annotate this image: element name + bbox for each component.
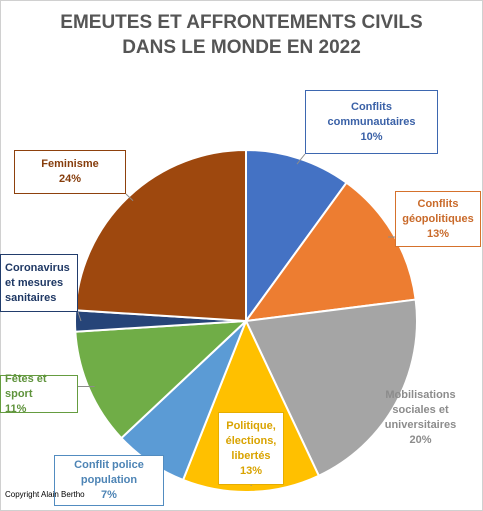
slice-label-line: Conflit police — [74, 459, 144, 471]
leader-line-0 — [296, 153, 306, 165]
slice-percentage: 20% — [409, 434, 432, 446]
chart-title: EMEUTES ET AFFRONTEMENTS CIVILS DANS LE … — [0, 10, 483, 60]
slice-label-line: population — [80, 474, 138, 486]
slice-label-line: universitaires — [384, 419, 457, 431]
slice-percentage: 13% — [426, 227, 450, 240]
slice-label-6: Coronavirus et mesures sanitaires — [0, 254, 78, 312]
slice-label-5: Fêtes et sport 11% — [0, 372, 78, 415]
pie-slice-3 — [181, 318, 321, 493]
chart-title-line-1: EMEUTES ET AFFRONTEMENTS CIVILS — [60, 12, 423, 33]
slice-label-2: Mobilisations sociales et universitaires 20… — [362, 383, 479, 453]
slice-label-line: sociales et — [392, 404, 449, 416]
slice-label-4: Conflit police population 7% — [54, 455, 164, 506]
slice-label-line: libertés — [231, 449, 271, 462]
leader-line-6 — [77, 311, 82, 322]
slice-label-line: Feminisme — [41, 158, 99, 170]
leader-line-7 — [125, 193, 134, 202]
slice-label-line: Fêtes et sport — [5, 372, 47, 400]
slice-label-7: Feminisme 24% — [14, 150, 126, 194]
pie-slice-2 — [244, 298, 418, 478]
pie-slice-0 — [245, 148, 348, 325]
slice-percentage: 11% — [5, 402, 27, 415]
pie-slice-5 — [74, 319, 249, 440]
slice-percentage: 7% — [101, 489, 117, 501]
slice-label-line: Conflits — [351, 100, 392, 113]
slice-label-line: élections, — [225, 434, 277, 447]
slice-percentage: 24% — [58, 173, 82, 185]
slice-label-1: Conflits géopolitiques 13% — [395, 191, 481, 247]
slice-label-line: géopolitiques — [402, 212, 474, 225]
chart-title-line-2: DANS LE MONDE EN 2022 — [122, 37, 361, 58]
slice-label-line: et mesures — [5, 276, 64, 289]
slice-label-line: communautaires — [327, 115, 416, 128]
pie-slice-1 — [243, 181, 417, 323]
slice-label-line: Conflits — [417, 197, 459, 210]
slice-label-line: Mobilisations — [385, 389, 456, 401]
slice-label-line: Politique, — [226, 419, 276, 432]
slice-label-0: Conflits communautaires 10% — [305, 90, 438, 154]
slice-percentage: 10% — [360, 130, 383, 143]
copyright-text: Copyright Alain Bertho — [5, 490, 85, 499]
slice-percentage: 13% — [239, 464, 263, 477]
slice-label-line: Coronavirus — [5, 261, 70, 274]
slice-label-line: sanitaires — [5, 291, 57, 304]
slice-label-3: Politique, élections, libertés 13% — [218, 412, 284, 485]
